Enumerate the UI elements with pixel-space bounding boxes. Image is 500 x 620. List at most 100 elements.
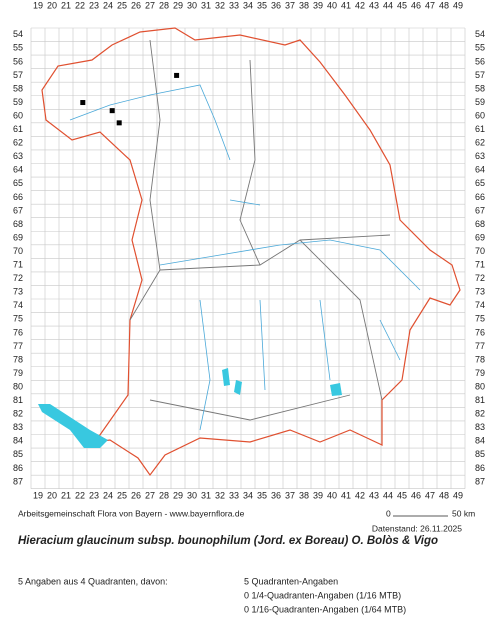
row-label: 57 [13,70,23,80]
col-label: 33 [229,490,239,500]
col-label: 48 [439,490,449,500]
state-border [41,27,461,477]
row-label: 84 [13,436,23,446]
row-label: 72 [475,273,485,283]
col-label: 21 [61,490,71,500]
col-label: 28 [159,490,169,500]
col-label: 19 [33,490,43,500]
stats-summary: 5 Angaben aus 4 Quadranten, davon: [18,576,168,586]
occurrence [174,72,180,78]
row-label: 76 [475,327,485,337]
row-label: 82 [13,409,23,419]
stats-line: 0 1/4-Quadranten-Angaben (1/16 MTB) [244,590,401,600]
row-label: 80 [475,381,485,391]
row-label: 76 [13,327,23,337]
row-label: 63 [13,151,23,161]
col-label: 29 [173,490,183,500]
col-label: 35 [257,0,267,10]
col-label: 22 [75,0,85,10]
col-label: 29 [173,0,183,10]
col-label: 31 [201,490,211,500]
col-label: 33 [229,0,239,10]
row-label: 74 [475,300,485,310]
col-label: 26 [131,0,141,10]
row-label: 78 [13,354,23,364]
col-label: 32 [215,0,225,10]
row-label: 70 [475,246,485,256]
col-label: 23 [89,490,99,500]
row-label: 66 [13,192,23,202]
row-label: 67 [475,205,485,215]
row-label: 64 [475,165,485,175]
col-label: 40 [327,0,337,10]
row-label: 78 [475,354,485,364]
col-label: 34 [243,490,253,500]
date: Datenstand: 26.11.2025 [372,523,462,533]
row-label: 85 [475,449,485,459]
row-label: 57 [475,70,485,80]
rivers [69,84,421,431]
row-label: 59 [475,97,485,107]
row-label: 69 [13,232,23,242]
scale-start: 0 [386,508,391,518]
col-label: 20 [47,490,57,500]
row-label: 86 [475,463,485,473]
row-label: 83 [475,422,485,432]
row-label: 70 [13,246,23,256]
row-label: 56 [475,56,485,66]
col-label: 44 [383,490,393,500]
col-label: 46 [411,490,421,500]
col-label: 42 [355,0,365,10]
col-label: 45 [397,0,407,10]
row-label: 81 [13,395,23,405]
row-label: 62 [475,138,485,148]
row-label: 85 [13,449,23,459]
col-label: 49 [453,0,463,10]
col-label: 45 [397,490,407,500]
row-label: 60 [475,110,485,120]
stats-line: 5 Quadranten-Angaben [244,576,338,586]
row-label: 68 [475,219,485,229]
col-label: 41 [341,490,351,500]
row-label: 86 [13,463,23,473]
row-label: 64 [13,165,23,175]
col-label: 37 [285,490,295,500]
row-label: 61 [475,124,485,134]
row-label: 77 [13,341,23,351]
row-label: 55 [13,43,23,53]
row-label: 68 [13,219,23,229]
row-label: 82 [475,409,485,419]
row-label: 55 [475,43,485,53]
col-label: 34 [243,0,253,10]
col-label: 47 [425,490,435,500]
col-label: 43 [369,0,379,10]
row-label: 54 [475,29,485,39]
stats-lines: 5 Quadranten-Angaben 0 1/4-Quadranten-Ang… [244,576,406,614]
col-label: 48 [439,0,449,10]
row-label: 67 [13,205,23,215]
col-label: 38 [299,490,309,500]
col-label: 30 [187,0,197,10]
row-label: 83 [13,422,23,432]
title: Hieracium glaucinum subsp. bounophilum (… [18,535,438,547]
row-label: 73 [475,287,485,297]
col-label: 22 [75,490,85,500]
col-label: 39 [313,0,323,10]
occurrences [80,72,180,126]
row-label: 75 [475,314,485,324]
col-label: 32 [215,490,225,500]
row-label: 65 [13,178,23,188]
col-label: 37 [285,0,295,10]
col-label: 44 [383,0,393,10]
row-label: 79 [13,368,23,378]
col-label: 38 [299,0,309,10]
col-label: 39 [313,490,323,500]
row-label: 66 [475,192,485,202]
col-label: 21 [61,0,71,10]
occurrence [116,120,122,126]
scale-end: 50 km [452,508,475,518]
row-label: 73 [13,287,23,297]
col-label: 20 [47,0,57,10]
row-label: 79 [475,368,485,378]
col-label: 26 [131,490,141,500]
